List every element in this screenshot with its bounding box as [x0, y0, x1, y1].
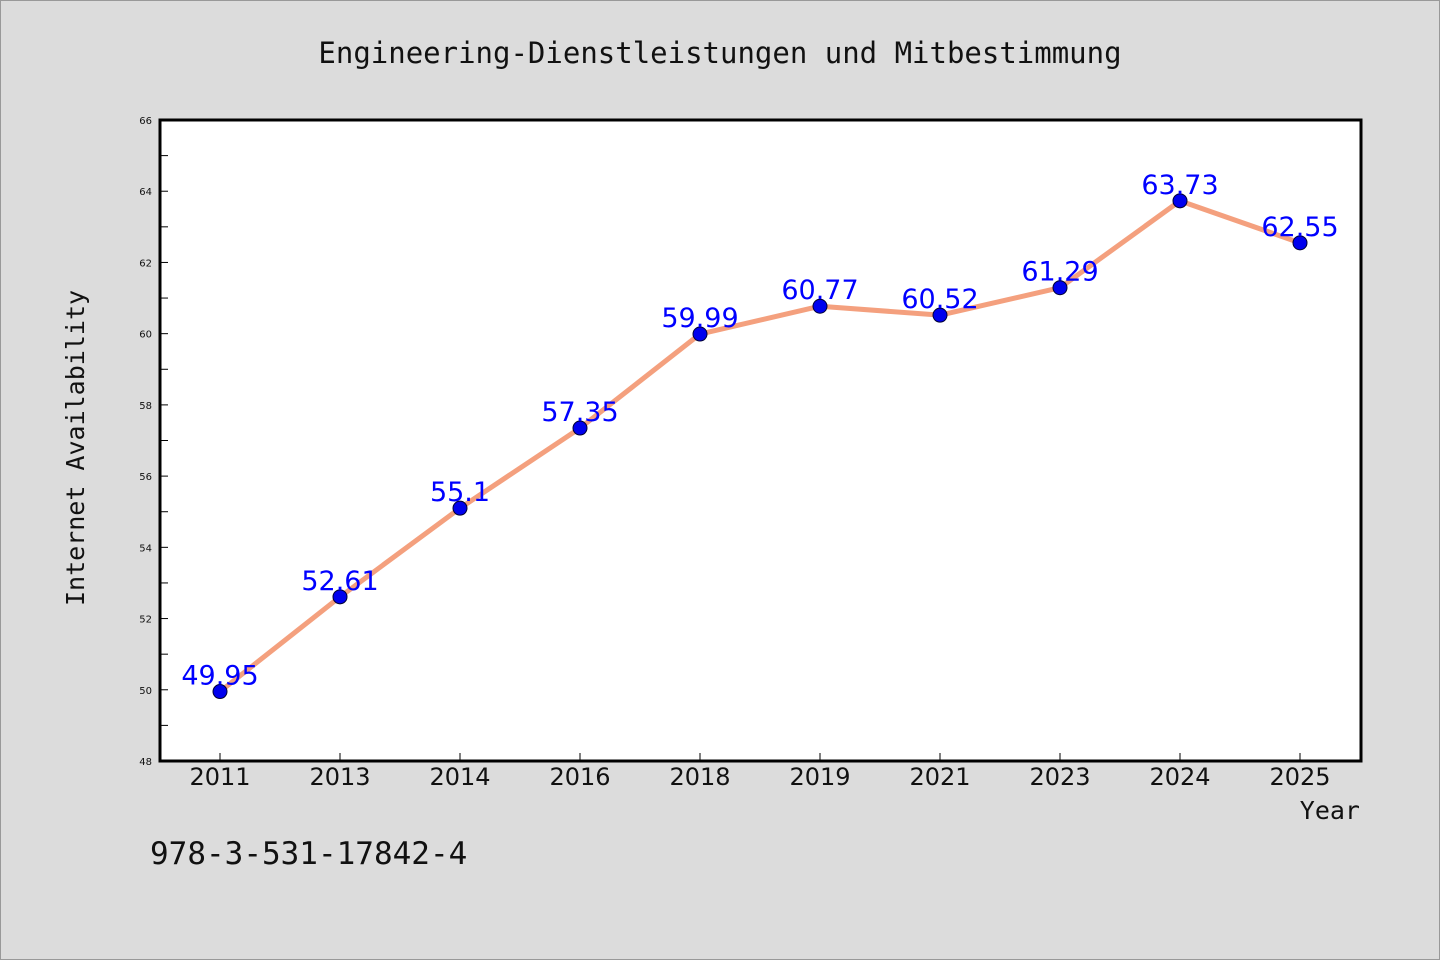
- data-point: [212, 684, 228, 700]
- plot-area: [160, 120, 1361, 761]
- y-tick-label: 66: [139, 116, 152, 127]
- data-point: [332, 589, 348, 605]
- y-tick-label: 54: [139, 543, 152, 554]
- data-labels: 49.95 52.61 55.1 57.35 59.99 60.77 60.52 61.29 6…: [181, 170, 1338, 692]
- y-tick-label: 56: [139, 472, 152, 483]
- data-label: 49.95: [181, 661, 258, 692]
- series-line: [217, 198, 1303, 695]
- data-point: [812, 298, 828, 314]
- chart-title: Engineering-Dienstleistungen und Mitbest…: [318, 36, 1121, 70]
- y-tick-label: 52: [139, 615, 152, 626]
- x-tick-label: 2013: [309, 763, 370, 791]
- data-point: [1052, 280, 1068, 296]
- x-tick-label: 2024: [1149, 763, 1210, 791]
- y-axis: 48 50 52 54 56 58 60 62 64 66: [139, 116, 168, 768]
- y-tick-label: 60: [139, 330, 152, 341]
- data-label: 61.29: [1021, 257, 1098, 288]
- x-tick-label: 2016: [549, 763, 610, 791]
- x-tick-label: 2021: [909, 763, 970, 791]
- x-axis-label: Year: [1300, 796, 1360, 825]
- data-label: 60.77: [781, 275, 858, 306]
- y-tick-label: 62: [139, 258, 152, 269]
- y-tick-label: 64: [139, 187, 152, 198]
- data-label: 52.61: [301, 566, 378, 597]
- isbn-footer-text: 978-3-531-17842-4: [150, 836, 467, 872]
- y-axis-label: Internet Availability: [61, 290, 90, 606]
- x-tick-label: 2025: [1269, 763, 1330, 791]
- data-points: [212, 193, 1308, 700]
- y-tick-label: 58: [139, 401, 152, 412]
- data-label: 59.99: [661, 303, 738, 334]
- x-tick-label: 2014: [429, 763, 490, 791]
- data-label: 63.73: [1141, 170, 1218, 201]
- x-tick-label: 2018: [669, 763, 730, 791]
- x-tick-label: 2023: [1029, 763, 1090, 791]
- x-tick-label: 2019: [789, 763, 850, 791]
- plot-border: [158, 118, 1363, 763]
- data-point: [692, 326, 708, 342]
- x-tick-label: 2011: [189, 763, 250, 791]
- data-label: 57.35: [541, 397, 618, 428]
- data-point: [452, 500, 468, 516]
- data-point: [1172, 193, 1188, 209]
- y-tick-label: 50: [139, 686, 152, 697]
- data-label: 62.55: [1261, 212, 1338, 243]
- x-axis: 2011 2013 2014 2016 2018 2019 2021 2023 2024 2025: [189, 753, 1331, 791]
- data-label: 55.1: [430, 477, 490, 508]
- data-point: [1292, 235, 1308, 251]
- series-line-group: [217, 198, 1303, 695]
- y-tick-label: 48: [139, 757, 152, 768]
- data-point: [572, 420, 588, 436]
- data-point: [932, 307, 948, 323]
- data-label: 60.52: [901, 284, 978, 315]
